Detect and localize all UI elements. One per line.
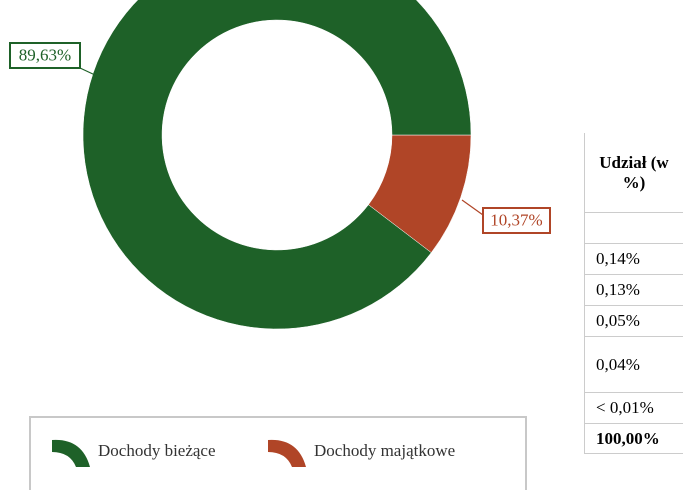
label-box <box>482 207 551 234</box>
legend-label: Dochody bieżące <box>98 441 216 460</box>
table-cell: 0,14% <box>584 243 683 275</box>
table-cell: < 0,01% <box>584 392 683 424</box>
label-leader <box>79 67 96 76</box>
legend-swatch <box>52 439 90 467</box>
data-label: 89,63% <box>19 45 71 64</box>
table-cell: 0,04% <box>584 336 683 393</box>
table-header: Udział (w %) <box>584 133 683 213</box>
legend-swatch <box>268 439 306 467</box>
empty-cell <box>584 212 683 244</box>
table-cell: 0,13% <box>584 274 683 306</box>
legend-box <box>29 416 527 490</box>
label-leader <box>461 199 484 216</box>
legend-label: Dochody majątkowe <box>314 441 455 460</box>
data-label: 10,37% <box>490 210 542 229</box>
label-box <box>9 42 81 69</box>
share-table: Udział (w %) 0,14% 0,13% 0,05% 0,04% < 0,01%… <box>584 133 683 454</box>
table-cell: 100,00% <box>584 423 683 454</box>
table-cell: 0,05% <box>584 305 683 337</box>
donut-slice <box>82 0 472 330</box>
